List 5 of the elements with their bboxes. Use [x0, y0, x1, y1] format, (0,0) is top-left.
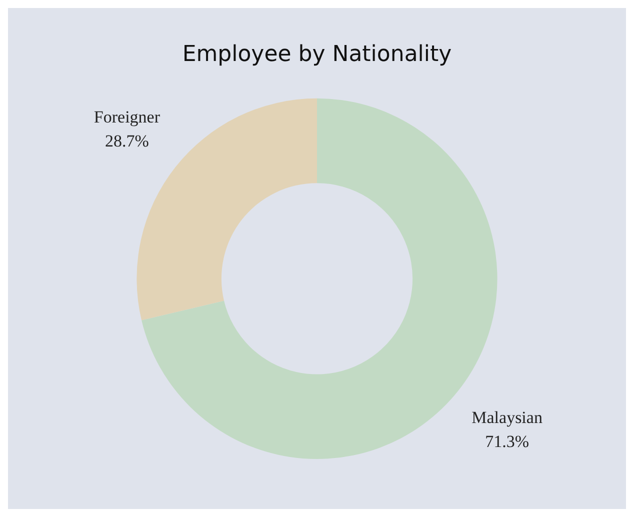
slice-label: Malaysian: [472, 408, 543, 428]
slice-label: Foreigner: [94, 107, 160, 126]
data-label: 28.7%: [104, 131, 149, 150]
chart-title: Employee by Nationality: [182, 42, 452, 67]
data-label: 71.3%: [485, 432, 530, 452]
